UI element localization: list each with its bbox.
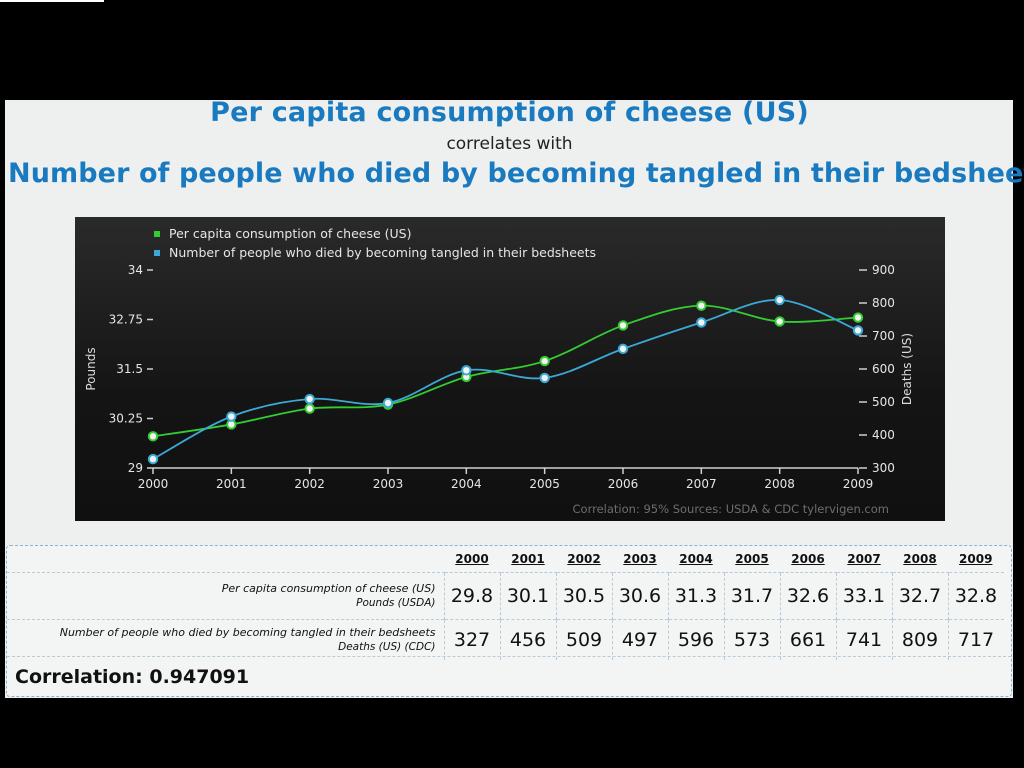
cheese-data-point — [696, 300, 707, 311]
y-left-axis-title: Pounds — [84, 347, 98, 390]
table-cell: 809 — [891, 619, 948, 660]
chart-title-secondary: Number of people who died by becoming ta… — [8, 158, 1024, 189]
table-cell: 30.5 — [555, 572, 612, 620]
data-table: 2000 2001 2002 2003 2004 2005 2006 2007 … — [7, 546, 1004, 660]
table-cell: 573 — [723, 619, 780, 660]
table-cell: 661 — [779, 619, 836, 660]
table-cell: 596 — [667, 619, 724, 660]
x-tick-label: 2007 — [686, 477, 717, 491]
cheese-data-point — [304, 403, 315, 414]
year-header: 2002 — [567, 552, 601, 566]
legend-swatch — [154, 250, 160, 256]
y-right-tick-label: 900 — [872, 263, 895, 277]
x-tick-label: 2009 — [843, 477, 874, 491]
table-cell: 509 — [555, 619, 612, 660]
bedsheet-deaths-data-point — [147, 453, 159, 465]
year-header: 2001 — [511, 552, 545, 566]
bedsheet-deaths-data-point — [226, 411, 237, 422]
x-tick-label: 2002 — [294, 477, 325, 491]
table-cell: 32.8 — [947, 572, 1004, 620]
table-header-row: 2000 2001 2002 2003 2004 2005 2006 2007 … — [7, 546, 1004, 573]
table-cell: 30.6 — [611, 572, 668, 620]
table-cell: 29.8 — [443, 572, 500, 620]
chart-title-primary: Per capita consumption of cheese (US) — [210, 97, 809, 128]
y-right-tick-label: 300 — [872, 461, 895, 475]
year-header: 2009 — [959, 552, 993, 566]
table-row: Number of people who died by becoming ta… — [7, 619, 1004, 660]
corner-line — [0, 0, 104, 2]
row-label: Number of people who died by becoming ta… — [7, 619, 444, 660]
year-header: 2005 — [735, 552, 769, 566]
x-tick-label: 2004 — [451, 477, 482, 491]
bedsheet-deaths-data-point — [852, 325, 864, 336]
data-table-panel: 2000 2001 2002 2003 2004 2005 2006 2007 … — [6, 545, 1012, 697]
y-left-tick-label: 34 — [128, 263, 143, 277]
table-cell: 32.7 — [891, 572, 948, 620]
y-left-tick-label: 31.5 — [116, 362, 143, 376]
year-header: 2007 — [847, 552, 881, 566]
cheese-data-point — [617, 320, 629, 331]
y-left-tick-label: 32.75 — [109, 313, 143, 327]
cheese-data-point — [147, 431, 159, 442]
chart-area: 29 30.25 31.5 32.75 34 300 400 500 600 700 800 900 2… — [75, 217, 945, 521]
table-cell: 33.1 — [835, 572, 892, 620]
y-left-tick-label: 30.25 — [109, 412, 143, 426]
cheese-data-point — [774, 316, 785, 327]
legend-label: Per capita consumption of cheese (US) — [169, 226, 412, 241]
table-cell: 497 — [611, 619, 668, 660]
row-label-unit: Pounds (USDA) — [356, 597, 436, 609]
year-header: 2004 — [679, 552, 713, 566]
bedsheet-deaths-data-point — [304, 393, 315, 405]
x-tick-label: 2005 — [529, 477, 560, 491]
table-cell: 717 — [947, 619, 1004, 660]
row-label: Per capita consumption of cheese (US) Po… — [7, 572, 444, 620]
table-row: Per capita consumption of cheese (US) Po… — [7, 572, 1004, 620]
table-cell: 31.3 — [667, 572, 724, 620]
year-header: 2003 — [623, 552, 657, 566]
table-cell: 30.1 — [499, 572, 556, 620]
year-header: 2000 — [455, 552, 489, 566]
chart-subtitle: correlates with — [446, 134, 573, 154]
cheese-series-line — [152, 304, 859, 438]
x-tick-label: 2006 — [608, 477, 639, 491]
x-tick-label: 2003 — [373, 477, 404, 491]
legend-label: Number of people who died by becoming ta… — [169, 245, 596, 260]
row-label-title: Number of people who died by becoming ta… — [59, 626, 436, 639]
correlation-value: Correlation: 0.947091 — [15, 666, 250, 688]
y-right-tick-label: 800 — [872, 296, 895, 310]
bedsheet-deaths-series-line — [152, 299, 859, 460]
bedsheet-deaths-data-point — [382, 397, 394, 409]
row-label-unit: Deaths (US) (CDC) — [338, 641, 436, 653]
y-right-axis-title: Deaths (US) — [900, 333, 914, 405]
cheese-data-point — [852, 312, 864, 323]
legend-swatch — [154, 231, 160, 237]
year-header: 2008 — [903, 552, 937, 566]
table-cell: 32.6 — [779, 572, 836, 620]
cheese-data-point — [539, 355, 550, 367]
bedsheet-deaths-data-point — [696, 317, 707, 328]
y-right-tick-label: 700 — [872, 329, 895, 343]
y-right-tick-label: 400 — [872, 428, 895, 442]
x-tick-label: 2001 — [216, 477, 247, 491]
bedsheet-deaths-data-point — [461, 365, 472, 376]
bedsheet-deaths-data-point — [617, 343, 629, 355]
year-header: 2006 — [791, 552, 825, 566]
row-label-title: Per capita consumption of cheese (US) — [221, 582, 436, 595]
line-chart: 29 30.25 31.5 32.75 34 300 400 500 600 700 800 900 2… — [84, 226, 914, 516]
table-cell: 31.7 — [723, 572, 780, 620]
y-right-tick-label: 600 — [872, 362, 895, 376]
bedsheet-deaths-data-point — [774, 294, 785, 306]
x-tick-label: 2000 — [138, 477, 169, 491]
x-tick-label: 2008 — [764, 477, 795, 491]
table-cell: 741 — [835, 619, 892, 660]
table-cell: 327 — [443, 619, 500, 660]
bedsheet-deaths-data-point — [539, 372, 550, 384]
chart-footer-note: Correlation: 95% Sources: USDA & CDC tyl… — [573, 502, 889, 516]
table-cell: 456 — [499, 619, 556, 660]
table-divider — [7, 656, 1011, 657]
y-left-tick-label: 29 — [128, 461, 143, 475]
y-right-tick-label: 500 — [872, 395, 895, 409]
